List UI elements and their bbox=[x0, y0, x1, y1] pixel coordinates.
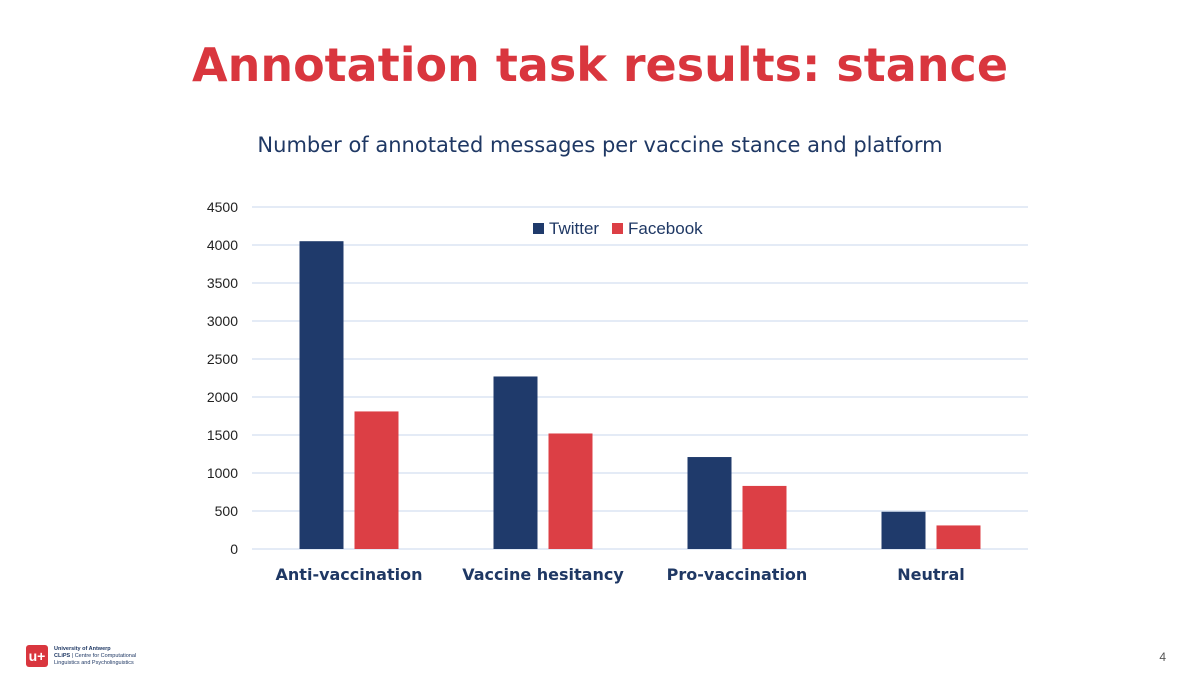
bar-twitter-pro-vaccination bbox=[687, 457, 732, 549]
y-tick-label: 4500 bbox=[207, 199, 238, 215]
y-tick-label: 4000 bbox=[207, 237, 238, 253]
logo-clips: CLiPS bbox=[54, 652, 71, 659]
y-tick-label: 2000 bbox=[207, 389, 238, 405]
y-tick-label: 1000 bbox=[207, 465, 238, 481]
logo-text: University of Antwerp CLiPS | Centre for… bbox=[54, 645, 137, 666]
legend-swatch-facebook bbox=[612, 223, 623, 234]
logo-university: University of Antwerp bbox=[54, 645, 111, 652]
bar-facebook-anti-vaccination bbox=[354, 411, 399, 549]
bar-chart: 0 500 1000 1500 2000 2500 3000 3500 4000 4500 Anti… bbox=[207, 199, 1028, 584]
bar-facebook-pro-vaccination bbox=[742, 485, 787, 549]
bar-facebook-neutral bbox=[936, 525, 981, 549]
chart-title: Number of annotated messages per vaccine… bbox=[257, 133, 943, 157]
page-number: 4 bbox=[1159, 650, 1166, 664]
logo-centre-2: Linguistics and Psycholinguistics bbox=[54, 659, 134, 666]
x-tick-label: Neutral bbox=[897, 565, 964, 584]
y-tick-label: 500 bbox=[215, 503, 239, 519]
slide-title: Annotation task results: stance bbox=[191, 38, 1009, 92]
y-tick-label: 1500 bbox=[207, 427, 238, 443]
x-tick-label: Anti-vaccination bbox=[276, 565, 423, 584]
y-tick-label: 0 bbox=[230, 541, 238, 557]
y-tick-label: 3000 bbox=[207, 313, 238, 329]
bar-twitter-anti-vaccination bbox=[299, 241, 344, 549]
x-tick-label: Vaccine hesitancy bbox=[462, 565, 624, 584]
x-tick-label: Pro-vaccination bbox=[667, 565, 808, 584]
university-logo: u+ University of Antwerp CLiPS | Centre … bbox=[26, 645, 136, 667]
logo-mark-icon: u+ bbox=[26, 645, 48, 667]
legend-label-twitter: Twitter bbox=[549, 219, 599, 238]
bar-facebook-vaccine-hesitancy bbox=[548, 433, 593, 549]
bar-twitter-neutral bbox=[881, 511, 926, 549]
legend-label-facebook: Facebook bbox=[628, 219, 703, 238]
y-tick-label: 2500 bbox=[207, 351, 238, 367]
y-tick-label: 3500 bbox=[207, 275, 238, 291]
legend-swatch-twitter bbox=[533, 223, 544, 234]
logo-centre-1: Centre for Computational bbox=[74, 652, 137, 659]
bar-twitter-vaccine-hesitancy bbox=[493, 376, 538, 549]
